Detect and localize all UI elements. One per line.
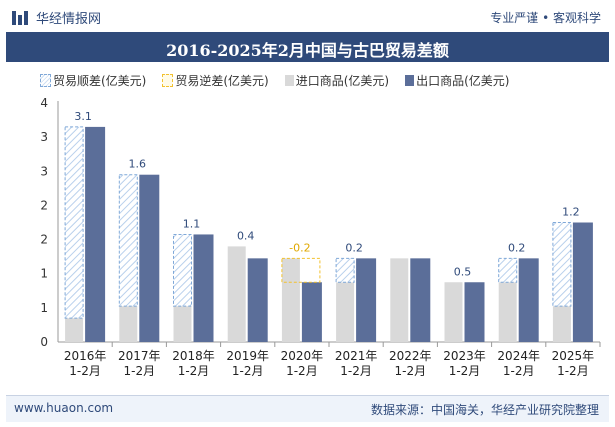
y-tick-label: 1 bbox=[40, 267, 48, 281]
x-tick-label-year: 2016年 bbox=[64, 349, 107, 363]
export-bar bbox=[410, 258, 431, 342]
legend-surplus-label: 贸易顺差(亿美元) bbox=[53, 74, 147, 88]
brand-name: 华经情报网 bbox=[36, 12, 102, 27]
x-tick-label-period: 1-2月 bbox=[449, 364, 481, 378]
export-bar bbox=[572, 222, 593, 342]
footer-source: 数据来源：中国海关，华经产业研究院整理 bbox=[370, 403, 599, 417]
x-tick-label-period: 1-2月 bbox=[232, 364, 264, 378]
legend-import-label: 进口商品(亿美元) bbox=[295, 74, 390, 88]
balance-data-label: 0.2 bbox=[508, 241, 526, 254]
y-tick-label: 4 bbox=[40, 96, 48, 110]
x-tick-label-period: 1-2月 bbox=[503, 364, 535, 378]
export-bar bbox=[356, 258, 377, 342]
y-tick-label: 0 bbox=[40, 335, 48, 349]
export-bar bbox=[301, 282, 322, 342]
import-bar bbox=[119, 306, 138, 342]
x-tick-label-period: 1-2月 bbox=[178, 364, 210, 378]
x-tick-label-period: 1-2月 bbox=[286, 364, 318, 378]
import-bar bbox=[444, 282, 463, 342]
import-bar bbox=[281, 258, 300, 342]
balance-data-label: 3.1 bbox=[74, 110, 92, 123]
x-tick-label-period: 1-2月 bbox=[340, 364, 372, 378]
surplus-bar bbox=[118, 174, 138, 307]
balance-data-label: 1.6 bbox=[129, 158, 147, 171]
legend-export-swatch bbox=[405, 75, 415, 86]
brand: 华经情报网 bbox=[12, 8, 101, 27]
y-tick-label: 2 bbox=[40, 233, 48, 247]
import-bar bbox=[65, 318, 84, 342]
export-bar bbox=[193, 234, 214, 342]
brand-logo-icon bbox=[12, 10, 30, 25]
x-tick-label-year: 2022年 bbox=[389, 349, 432, 363]
legend-deficit-swatch bbox=[162, 74, 174, 87]
x-tick-label-period: 1-2月 bbox=[557, 364, 589, 378]
x-tick-label-period: 1-2月 bbox=[69, 364, 101, 378]
balance-data-label: 0.2 bbox=[345, 241, 363, 254]
export-bar bbox=[139, 174, 160, 342]
footer-bar: www.huaon.com 数据来源：中国海关，华经产业研究院整理 bbox=[6, 395, 609, 422]
balance-data-label: 0.5 bbox=[454, 265, 472, 278]
x-tick-label-year: 2019年 bbox=[226, 349, 269, 363]
import-bar bbox=[390, 258, 409, 342]
y-tick-label: 1 bbox=[40, 301, 48, 315]
import-bar bbox=[227, 246, 246, 342]
header-bar: 华经情报网 专业严谨 • 客观科学 bbox=[0, 0, 615, 32]
x-tick-label-year: 2025年 bbox=[552, 349, 595, 363]
x-tick-label-period: 1-2月 bbox=[394, 364, 426, 378]
export-bar bbox=[247, 258, 268, 342]
legend-item-import: 进口商品(亿美元) bbox=[284, 72, 390, 89]
legend-item-surplus: 贸易顺差(亿美元) bbox=[40, 72, 146, 89]
x-tick-label-year: 2020年 bbox=[281, 349, 324, 363]
legend-deficit-label: 贸易逆差(亿美元) bbox=[175, 74, 269, 88]
balance-data-label: -0.2 bbox=[289, 241, 310, 254]
y-tick-label: 3 bbox=[40, 130, 48, 144]
legend-surplus-swatch bbox=[40, 74, 51, 87]
import-bar bbox=[498, 282, 517, 342]
balance-data-label: 0.4 bbox=[237, 229, 255, 242]
x-tick-label-period: 1-2月 bbox=[123, 364, 155, 378]
deficit-bar bbox=[281, 257, 321, 283]
balance-data-label: 1.1 bbox=[183, 217, 201, 230]
legend-item-export: 出口商品(亿美元) bbox=[405, 72, 510, 89]
x-tick-label-year: 2024年 bbox=[497, 349, 540, 363]
legend-export-label: 出口商品(亿美元) bbox=[416, 74, 510, 88]
export-bar bbox=[518, 258, 539, 342]
chart-legend: 贸易顺差(亿美元) 贸易逆差(亿美元) 进口商品(亿美元) 出口商品(亿美元) bbox=[40, 72, 510, 89]
import-bar bbox=[336, 282, 355, 342]
legend-item-deficit: 贸易逆差(亿美元) bbox=[162, 72, 269, 89]
export-bar bbox=[85, 126, 106, 343]
export-bar bbox=[464, 282, 485, 342]
footer-website[interactable]: www.huaon.com bbox=[14, 401, 114, 415]
y-tick-label: 3 bbox=[40, 164, 48, 178]
import-bar bbox=[173, 306, 192, 342]
tagline: 专业严谨 • 客观科学 bbox=[490, 11, 601, 25]
surplus-bar bbox=[335, 257, 355, 283]
x-tick-label-year: 2018年 bbox=[172, 349, 215, 363]
x-tick-label-year: 2021年 bbox=[335, 349, 378, 363]
surplus-bar bbox=[498, 257, 518, 283]
legend-import-swatch bbox=[284, 75, 294, 86]
balance-data-label: 1.2 bbox=[562, 206, 580, 219]
import-bar bbox=[552, 306, 571, 342]
chart-title: 2016-2025年2月中国与古巴贸易差额 bbox=[166, 41, 449, 60]
y-tick-label: 2 bbox=[40, 198, 48, 212]
surplus-bar bbox=[64, 126, 84, 319]
surplus-bar bbox=[173, 233, 192, 307]
x-tick-label-year: 2023年 bbox=[443, 349, 486, 363]
title-bar: 2016-2025年2月中国与古巴贸易差额 bbox=[6, 32, 609, 62]
x-tick-label-year: 2017年 bbox=[118, 349, 161, 363]
surplus-bar bbox=[552, 222, 572, 307]
